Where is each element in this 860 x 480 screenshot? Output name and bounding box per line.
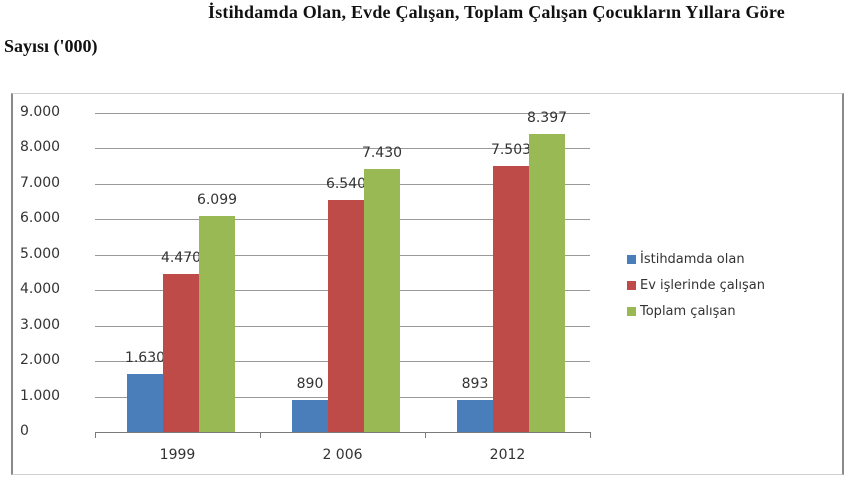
y-tick-label: 6.000 [20, 210, 61, 227]
data-label: 7.503 [490, 142, 532, 159]
legend-label: İstihdamda olan [640, 251, 745, 267]
legend: İstihdamda olan Ev işlerinde çalışan Top… [627, 246, 765, 324]
data-label: 893 [461, 376, 489, 393]
data-label: 7.430 [361, 144, 403, 161]
x-category-label: 2012 [489, 447, 526, 463]
chart-title-line1: İstihdamda Olan, Evde Çalışan, Toplam Ça… [208, 2, 785, 22]
legend-label: Toplam çalışan [640, 303, 736, 319]
legend-swatch-red [627, 280, 636, 290]
x-axis-tick [260, 432, 261, 438]
y-tick-label: 9.000 [20, 104, 61, 120]
bar-red [328, 200, 364, 432]
data-label: 4.470 [160, 249, 202, 266]
data-label: 1.630 [124, 350, 166, 367]
bar-blue [457, 400, 493, 432]
bar-green [364, 168, 400, 432]
gridline [95, 113, 590, 114]
legend-item-ev-islerinde: Ev işlerinde çalışan [627, 272, 765, 298]
bar-red [493, 166, 529, 432]
y-tick-label: 0 [20, 423, 29, 439]
y-tick-label: 2.000 [20, 352, 61, 369]
y-tick-label: 1.000 [20, 387, 61, 404]
bar-green [529, 134, 565, 432]
bar-red [163, 273, 199, 432]
x-category-label: 2 006 [322, 447, 363, 463]
legend-label: Ev işlerinde çalışan [640, 277, 765, 293]
y-tick-label: 3.000 [20, 316, 61, 333]
gridline [95, 183, 590, 185]
x-category-label: 1999 [159, 447, 196, 463]
y-tick-label: 5.000 [20, 245, 61, 262]
y-tick-label: 7.000 [20, 174, 61, 191]
y-tick-label: 8.000 [20, 139, 61, 156]
data-label: 6.099 [196, 191, 238, 208]
bar-blue [292, 400, 328, 432]
x-axis-tick [425, 432, 426, 438]
y-tick-label: 4.000 [20, 281, 61, 298]
x-axis-tick [590, 432, 591, 438]
gridline [95, 148, 590, 150]
data-label: 6.540 [325, 176, 367, 193]
chart-title-line2: Sayısı ('000) [4, 36, 98, 56]
x-axis-tick [95, 432, 96, 438]
legend-item-toplam: Toplam çalışan [627, 298, 765, 324]
legend-swatch-green [627, 306, 636, 316]
legend-item-istihdamda: İstihdamda olan [627, 246, 765, 272]
bar-blue [127, 374, 163, 432]
bar-green [199, 215, 235, 432]
data-label: 890 [296, 376, 324, 393]
x-axis [95, 432, 590, 433]
data-label: 8.397 [526, 110, 568, 127]
legend-swatch-blue [627, 254, 636, 264]
